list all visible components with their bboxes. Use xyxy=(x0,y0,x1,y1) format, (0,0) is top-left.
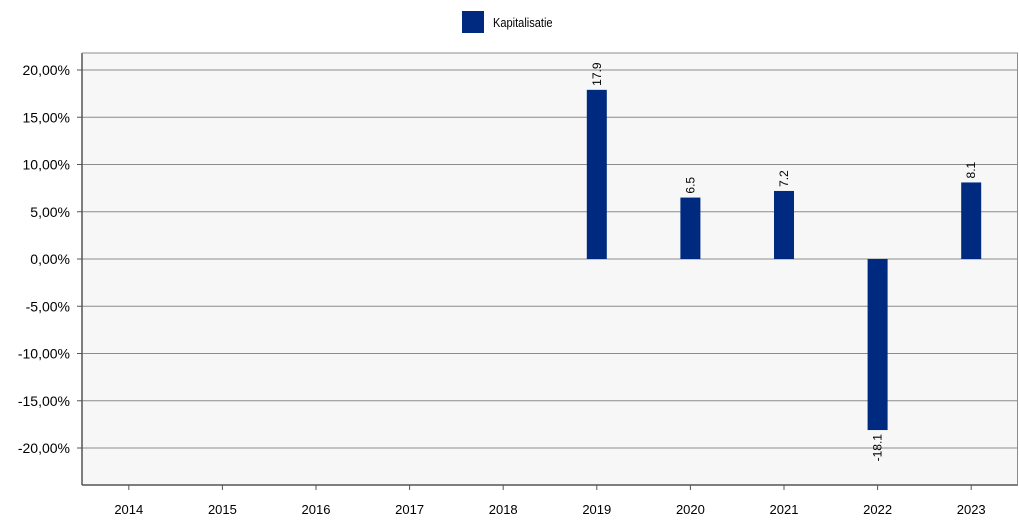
y-tick-label: -5,00% xyxy=(26,298,70,314)
x-tick-label: 2018 xyxy=(489,502,518,517)
data-labels: 17.9 6.5 7.2 -18.1 8.1 xyxy=(590,62,978,461)
plot-area xyxy=(82,53,1018,485)
y-tick-labels: 20,00% 15,00% 10,00% 5,00% 0,00% -5,00% -10,00… xyxy=(18,62,70,456)
y-tick-label: -15,00% xyxy=(18,393,70,409)
legend-label: Kapitalisatie xyxy=(493,14,553,30)
x-tick-label: 2015 xyxy=(208,502,237,517)
data-label: 7.2 xyxy=(777,170,791,187)
x-tick-label: 2022 xyxy=(863,502,892,517)
x-tick-label: 2023 xyxy=(957,502,986,517)
x-tick-label: 2017 xyxy=(395,502,424,517)
gridlines xyxy=(77,69,1018,449)
y-tick-label: 20,00% xyxy=(23,62,70,78)
bar xyxy=(867,259,888,431)
x-tick-label: 2014 xyxy=(114,502,143,517)
y-tick-label: 5,00% xyxy=(30,204,70,220)
legend-swatch xyxy=(462,11,484,33)
y-tick-label: 15,00% xyxy=(23,109,70,125)
bar xyxy=(961,182,982,259)
data-label: 6.5 xyxy=(683,177,697,194)
x-tick-label: 2019 xyxy=(582,502,611,517)
y-tick-label: -20,00% xyxy=(18,440,70,456)
bar xyxy=(774,190,794,259)
bars xyxy=(586,89,982,431)
x-tick-label: 2021 xyxy=(770,502,799,517)
bar xyxy=(680,197,701,259)
data-label: 8.1 xyxy=(964,161,978,178)
data-label: -18.1 xyxy=(871,434,885,462)
y-tick-label: -10,00% xyxy=(18,346,70,362)
x-tick-labels: 2014 2015 2016 2017 2018 2019 2020 2021 2022 2023 xyxy=(114,485,986,517)
data-label: 17.9 xyxy=(590,62,604,86)
legend: Kapitalisatie xyxy=(462,10,563,34)
x-tick-label: 2016 xyxy=(302,502,331,517)
x-tick-label: 2020 xyxy=(676,502,705,517)
axes xyxy=(81,52,1018,486)
bar xyxy=(586,89,607,259)
y-tick-label: 10,00% xyxy=(23,157,70,173)
y-tick-label: 0,00% xyxy=(30,251,70,267)
